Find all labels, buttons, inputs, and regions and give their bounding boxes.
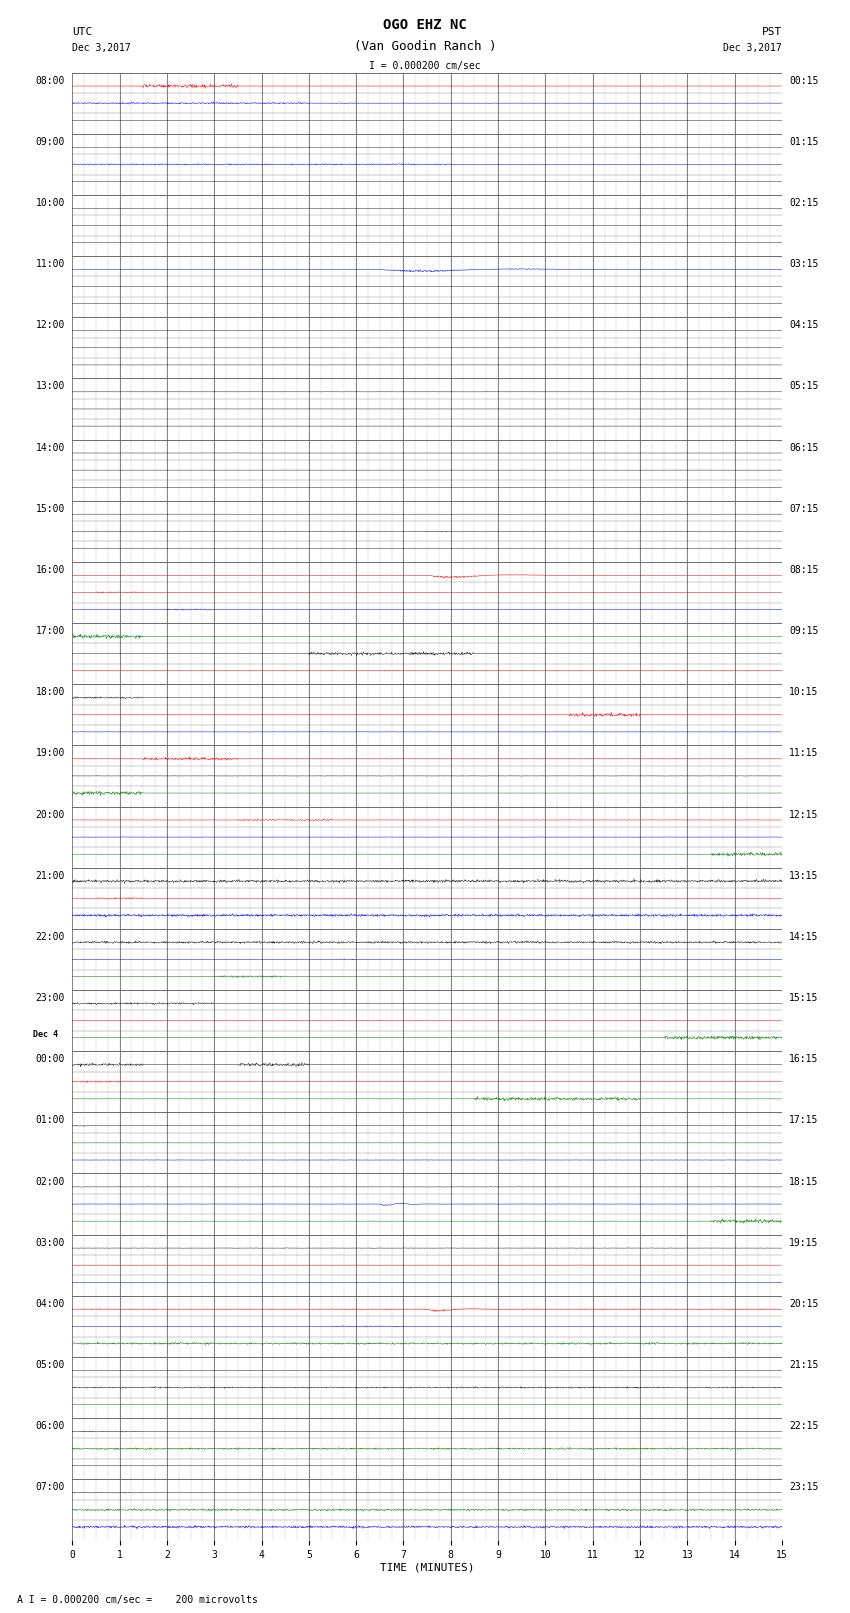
- Text: 02:15: 02:15: [789, 198, 819, 208]
- Text: 10:00: 10:00: [36, 198, 65, 208]
- Text: 17:15: 17:15: [789, 1115, 819, 1126]
- Text: 21:00: 21:00: [36, 871, 65, 881]
- Text: 11:00: 11:00: [36, 260, 65, 269]
- Text: 21:15: 21:15: [789, 1360, 819, 1369]
- Text: 09:15: 09:15: [789, 626, 819, 636]
- Text: 08:15: 08:15: [789, 565, 819, 574]
- Text: 17:00: 17:00: [36, 626, 65, 636]
- Text: 03:15: 03:15: [789, 260, 819, 269]
- Text: 16:15: 16:15: [789, 1055, 819, 1065]
- Text: 11:15: 11:15: [789, 748, 819, 758]
- Text: Dec 4: Dec 4: [33, 1029, 58, 1039]
- X-axis label: TIME (MINUTES): TIME (MINUTES): [380, 1563, 474, 1573]
- Text: 18:00: 18:00: [36, 687, 65, 697]
- Text: 12:00: 12:00: [36, 321, 65, 331]
- Text: 22:15: 22:15: [789, 1421, 819, 1431]
- Text: PST: PST: [762, 27, 782, 37]
- Text: 18:15: 18:15: [789, 1176, 819, 1187]
- Text: (Van Goodin Ranch ): (Van Goodin Ranch ): [354, 40, 496, 53]
- Text: 19:15: 19:15: [789, 1237, 819, 1248]
- Text: 19:00: 19:00: [36, 748, 65, 758]
- Text: 14:00: 14:00: [36, 442, 65, 453]
- Text: 06:15: 06:15: [789, 442, 819, 453]
- Text: 12:15: 12:15: [789, 810, 819, 819]
- Text: 13:15: 13:15: [789, 871, 819, 881]
- Text: 04:15: 04:15: [789, 321, 819, 331]
- Text: 01:00: 01:00: [36, 1115, 65, 1126]
- Text: 10:15: 10:15: [789, 687, 819, 697]
- Text: 06:00: 06:00: [36, 1421, 65, 1431]
- Text: 08:00: 08:00: [36, 76, 65, 85]
- Text: 13:00: 13:00: [36, 381, 65, 392]
- Text: 05:00: 05:00: [36, 1360, 65, 1369]
- Text: 00:15: 00:15: [789, 76, 819, 85]
- Text: 02:00: 02:00: [36, 1176, 65, 1187]
- Text: A I = 0.000200 cm/sec =    200 microvolts: A I = 0.000200 cm/sec = 200 microvolts: [17, 1595, 258, 1605]
- Text: 09:00: 09:00: [36, 137, 65, 147]
- Text: 14:15: 14:15: [789, 932, 819, 942]
- Text: 22:00: 22:00: [36, 932, 65, 942]
- Text: 00:00: 00:00: [36, 1055, 65, 1065]
- Text: Dec 3,2017: Dec 3,2017: [723, 44, 782, 53]
- Text: 04:00: 04:00: [36, 1298, 65, 1308]
- Text: 15:00: 15:00: [36, 503, 65, 515]
- Text: 16:00: 16:00: [36, 565, 65, 574]
- Text: 03:00: 03:00: [36, 1237, 65, 1248]
- Text: 15:15: 15:15: [789, 994, 819, 1003]
- Text: 20:15: 20:15: [789, 1298, 819, 1308]
- Text: 23:15: 23:15: [789, 1482, 819, 1492]
- Text: 23:00: 23:00: [36, 994, 65, 1003]
- Text: 20:00: 20:00: [36, 810, 65, 819]
- Text: 07:00: 07:00: [36, 1482, 65, 1492]
- Text: 05:15: 05:15: [789, 381, 819, 392]
- Text: Dec 3,2017: Dec 3,2017: [72, 44, 131, 53]
- Text: UTC: UTC: [72, 27, 93, 37]
- Text: 01:15: 01:15: [789, 137, 819, 147]
- Text: I = 0.000200 cm/sec: I = 0.000200 cm/sec: [369, 61, 481, 71]
- Text: 07:15: 07:15: [789, 503, 819, 515]
- Text: OGO EHZ NC: OGO EHZ NC: [383, 18, 467, 32]
